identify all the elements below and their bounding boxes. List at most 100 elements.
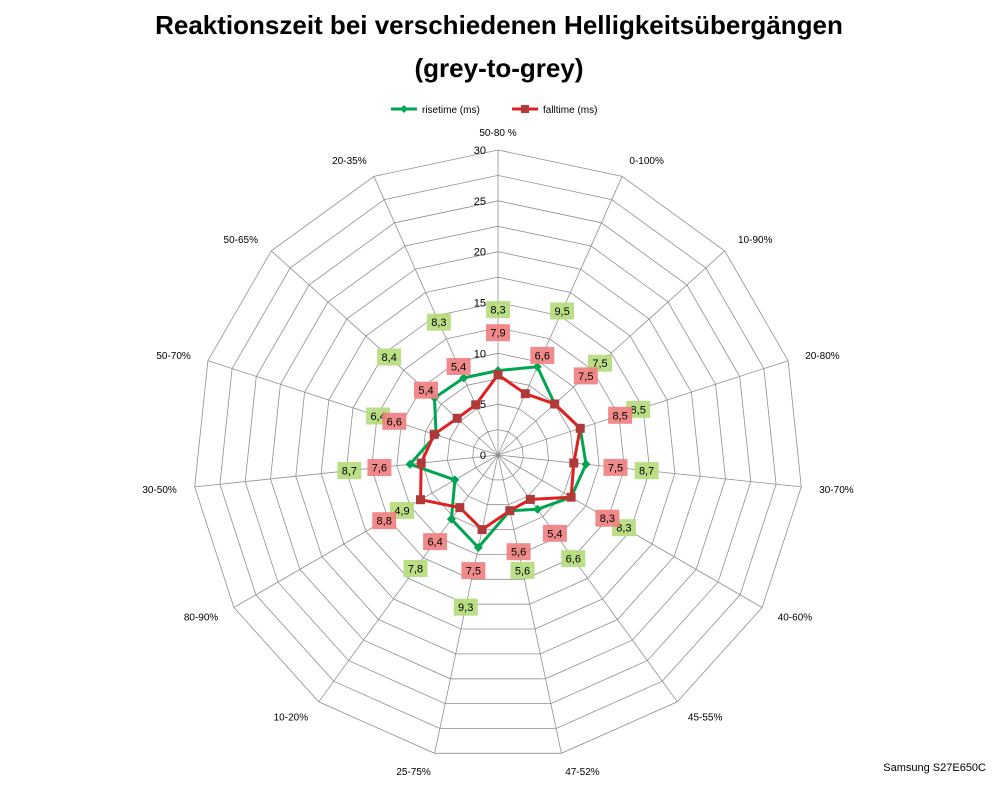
- data-label-box: [426, 313, 451, 331]
- data-label: 5,4: [547, 528, 562, 540]
- category-label: 30-50%: [142, 485, 177, 496]
- grid-spoke: [207, 360, 499, 456]
- grid-ring: [421, 378, 575, 530]
- category-label: 80-90%: [184, 613, 219, 624]
- legend-label-falltime: falltime (ms): [543, 105, 597, 116]
- falltime-marker: [416, 458, 426, 468]
- data-label-box: [486, 324, 510, 342]
- grid-ring: [371, 327, 625, 580]
- tick-label: 20: [474, 247, 486, 259]
- grid-ring: [295, 251, 701, 655]
- falltime-marker: [455, 503, 465, 513]
- grid-ring: [446, 403, 550, 506]
- falltime-marker: [566, 492, 576, 502]
- data-label: 4,9: [394, 505, 409, 517]
- data-label: 7,5: [608, 462, 623, 474]
- data-label: 6,4: [370, 411, 385, 423]
- data-label-box: [561, 550, 586, 568]
- data-label: 8,5: [612, 410, 627, 422]
- data-labels: 8,3 9,5 7,5 8,5 8,7 8,3 6,6 5,6 9,3 7,8 4,9 8,7 6,4 8…: [337, 301, 659, 616]
- data-label: 9,5: [554, 306, 569, 318]
- data-label-box: [603, 458, 628, 476]
- legend-label-risetime: risetime (ms): [422, 105, 480, 116]
- data-label: 8,7: [639, 466, 654, 478]
- data-label-box: [377, 348, 402, 366]
- data-label-box: [634, 462, 659, 480]
- category-label: 50-70%: [156, 351, 191, 362]
- data-label: 7,5: [578, 371, 593, 383]
- falltime-marker: [575, 423, 585, 433]
- risetime-marker: [532, 362, 542, 372]
- data-label: 6,4: [427, 537, 442, 549]
- grid-spoke: [497, 250, 725, 456]
- falltime-marker: [520, 389, 530, 399]
- data-label: 5,4: [451, 362, 466, 374]
- data-label-box: [486, 301, 510, 319]
- series-line: [419, 373, 582, 532]
- risetime-marker: [532, 504, 542, 514]
- data-label-box: [573, 367, 598, 385]
- category-label: 0-100%: [629, 156, 664, 167]
- grid-ring: [345, 302, 651, 605]
- grid-ring: [270, 225, 726, 680]
- data-label: 5,6: [511, 547, 526, 559]
- grid-ring: [244, 200, 752, 704]
- category-labels: 50-80 % 0-100% 10-90% 20-80% 30-70% 40-60% 45-…: [142, 128, 853, 778]
- data-label-box: [337, 462, 362, 480]
- falltime-marker: [493, 370, 503, 380]
- tick-label: 0: [480, 450, 486, 462]
- grid-spoke: [233, 454, 499, 608]
- falltime-marker: [550, 399, 560, 409]
- falltime-marker: [569, 458, 579, 468]
- data-label: 9,3: [458, 602, 473, 614]
- data-label-box: [506, 543, 531, 561]
- data-label-box: [367, 459, 392, 476]
- grid-ring: [396, 352, 600, 555]
- data-label: 6,6: [387, 416, 402, 428]
- data-label: 8,5: [631, 404, 646, 416]
- data-label-box: [461, 562, 486, 580]
- category-label: 10-20%: [274, 712, 309, 723]
- legend-marker-risetime: [400, 105, 408, 113]
- data-label-box: [453, 598, 478, 616]
- data-label: 6,6: [535, 350, 550, 362]
- footer-model-label: Samsung S27E650C: [883, 762, 986, 774]
- category-label: 20-35%: [332, 156, 367, 167]
- data-label: 8,3: [600, 513, 615, 525]
- legend: risetime (ms) falltime (ms): [391, 105, 597, 116]
- category-label: 30-70%: [819, 485, 854, 496]
- radar-grid: [194, 149, 802, 754]
- data-label: 8,3: [431, 317, 446, 329]
- grid-ring: [194, 149, 802, 754]
- chart-title-line1: Reaktionszeit bei verschiedenen Helligke…: [155, 10, 843, 40]
- grid-spoke: [318, 454, 499, 703]
- falltime-marker: [505, 506, 515, 516]
- data-label-box: [608, 406, 633, 424]
- data-label-box: [542, 524, 567, 542]
- category-label: 25-75%: [396, 767, 431, 778]
- falltime-marker: [452, 413, 462, 423]
- risetime-marker: [459, 373, 469, 383]
- falltime-marker: [416, 495, 425, 505]
- category-label: 45-55%: [688, 712, 723, 723]
- data-label: 5,4: [418, 385, 433, 397]
- data-label: 6,6: [566, 554, 581, 566]
- tick-label: 15: [474, 298, 486, 310]
- radial-axis-ticks: 0 5 10 15 20 25 30: [474, 145, 486, 462]
- risetime-marker: [450, 475, 460, 485]
- data-label-box: [372, 512, 397, 530]
- data-label: 7,8: [408, 564, 423, 576]
- data-label: 7,6: [372, 463, 387, 475]
- data-label: 7,9: [490, 328, 505, 340]
- grid-ring: [472, 429, 524, 481]
- risetime-marker: [405, 459, 415, 469]
- category-label: 50-80 %: [479, 128, 516, 139]
- falltime-marker: [471, 400, 481, 410]
- risetime-marker: [473, 542, 483, 552]
- data-label: 7,5: [592, 358, 607, 370]
- data-label: 8,3: [490, 305, 505, 317]
- legend-marker-falltime: [521, 105, 529, 113]
- data-label: 8,7: [342, 466, 357, 478]
- risetime-marker: [446, 514, 456, 524]
